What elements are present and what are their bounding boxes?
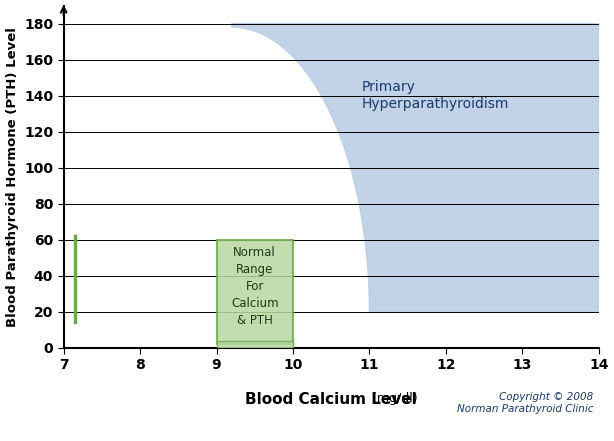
- Text: Blood Calcium Level: Blood Calcium Level: [246, 392, 417, 407]
- Bar: [217, 341, 293, 348]
- Y-axis label: Blood Parathyroid Hormone (PTH) Level: Blood Parathyroid Hormone (PTH) Level: [6, 26, 18, 326]
- Text: Normal
Range
For
Calcium
& PTH: Normal Range For Calcium & PTH: [231, 246, 279, 327]
- Text: Copyright © 2008
Norman Parathyroid Clinic: Copyright © 2008 Norman Parathyroid Clin…: [457, 392, 593, 414]
- Text: Primary
Hyperparathyroidism: Primary Hyperparathyroidism: [362, 80, 509, 111]
- Text: (mg/dl): (mg/dl): [244, 392, 418, 405]
- Polygon shape: [232, 23, 599, 312]
- Bar: [217, 239, 293, 344]
